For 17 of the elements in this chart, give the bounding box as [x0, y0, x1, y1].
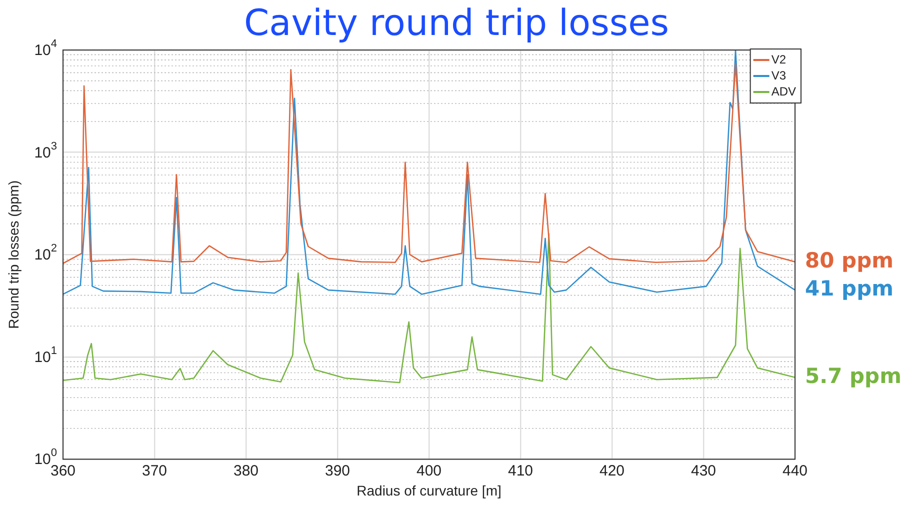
- x-tick-label: 400: [416, 462, 442, 480]
- y-axis-title: Round trip losses (ppm): [5, 180, 22, 329]
- text: 80 ppm: [805, 248, 894, 272]
- x-tick-label: 370: [142, 462, 168, 480]
- x-tick-label: 440: [782, 462, 808, 480]
- x-tick-label: 390: [324, 462, 350, 480]
- text: 5.7 ppm: [805, 364, 902, 388]
- x-tick-label: 430: [690, 462, 716, 480]
- legend-label: V2: [771, 52, 786, 66]
- legend-label: ADV: [771, 84, 796, 98]
- x-tick-label: 380: [233, 462, 259, 480]
- x-tick-label: 420: [599, 462, 625, 480]
- text: 41 ppm: [805, 276, 894, 301]
- x-tick-label: 410: [508, 462, 534, 480]
- chart-title: Cavity round trip losses: [244, 3, 669, 44]
- legend-label: V3: [771, 68, 786, 82]
- x-axis-title: Radius of curvature [m]: [356, 482, 502, 498]
